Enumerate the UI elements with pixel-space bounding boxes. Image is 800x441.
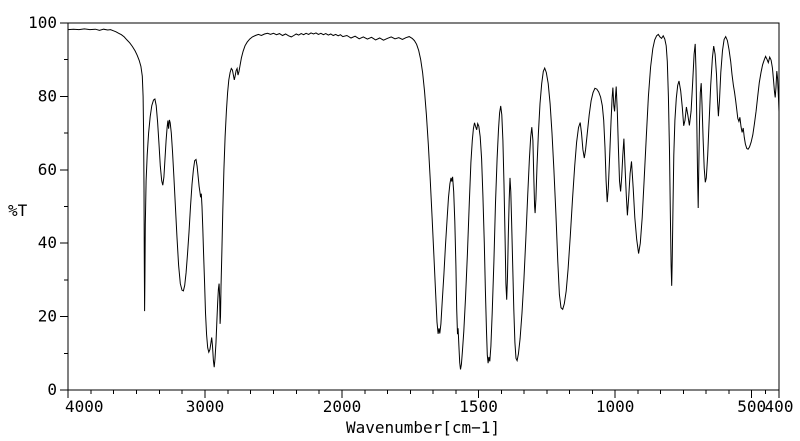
y-tick-label: 20 bbox=[38, 307, 57, 326]
y-tick-label: 0 bbox=[47, 380, 57, 399]
x-tick-label: 4000 bbox=[65, 397, 104, 416]
x-tick-label: 2000 bbox=[323, 397, 362, 416]
spectrum-trace bbox=[67, 28, 780, 370]
y-tick-label: 80 bbox=[38, 86, 57, 105]
x-tick-label: 1500 bbox=[459, 397, 498, 416]
y-axis-label: %T bbox=[8, 201, 28, 220]
x-tick-label: 400 bbox=[765, 397, 794, 416]
x-tick-label: 3000 bbox=[186, 397, 225, 416]
x-tick-label: 500 bbox=[737, 397, 766, 416]
spectrum-trace-group bbox=[67, 28, 780, 370]
y-tick-label: 100 bbox=[28, 13, 57, 32]
x-axis-title: Wavenumber[cm−1] bbox=[346, 418, 500, 437]
y-tick-label: 60 bbox=[38, 160, 57, 179]
y-tick-label: 40 bbox=[38, 233, 57, 252]
x-tick-label: 1000 bbox=[596, 397, 635, 416]
